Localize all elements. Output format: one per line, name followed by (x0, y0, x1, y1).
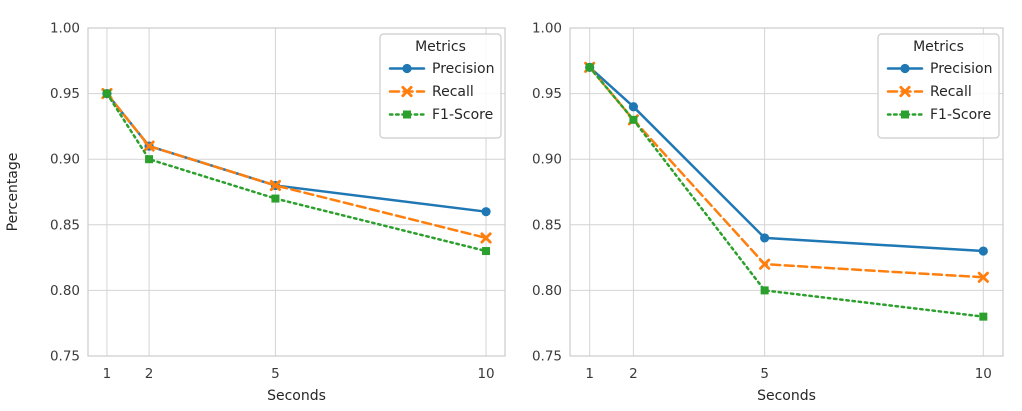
series-line-f1-score (588, 66, 985, 318)
x-axis-tick-label: 1 (103, 366, 112, 382)
y-axis-tick-label: 0.95 (532, 86, 562, 102)
y-axis-tick-label: 0.90 (532, 152, 562, 168)
line-chart-right: 0.75 0.80 0.85 0.90 0.95 1.00 1 2 5 10 Seconds Metr… (532, 21, 1004, 404)
x-axis-title: Seconds (267, 388, 326, 404)
series-f1-score (585, 63, 988, 321)
chart-panel-right: 0.75 0.80 0.85 0.90 0.95 1.00 1 2 5 10 Seconds Metr… (511, 0, 1022, 411)
y-axis-tick-label: 0.95 (50, 86, 80, 102)
marker-f1-score (271, 194, 280, 203)
marker-f1-score (482, 247, 491, 256)
marker-recall (480, 232, 492, 244)
marker-f1-score (760, 286, 769, 295)
legend-marker-f1-score (901, 110, 909, 119)
y-axis-tick-label: 0.75 (50, 349, 80, 365)
legend-title: Metrics (415, 39, 466, 55)
legend-item-label: F1-Score (432, 107, 493, 123)
marker-precision (481, 207, 491, 217)
legend-marker-f1-score (403, 110, 411, 119)
marker-recall (143, 140, 155, 152)
marker-recall (269, 179, 282, 192)
x-axis-tick-label: 5 (760, 366, 769, 382)
plot-frame (569, 27, 1004, 357)
y-axis-tick-label: 0.80 (50, 283, 80, 299)
x-axis-tick-label: 2 (145, 366, 154, 382)
y-axis-tick-label: 0.85 (532, 217, 562, 233)
legend-item-precision: Precision (388, 61, 494, 77)
marker-recall (759, 258, 771, 270)
marker-precision (628, 102, 639, 112)
x-axis-tick-label: 10 (975, 366, 992, 382)
legend-marker-precision (900, 63, 910, 74)
chart-panel-left: 0.75 0.80 0.85 0.90 0.95 1.00 1 2 5 10 Seconds Perc… (5, 21, 506, 404)
y-axis-tick-label: 0.75 (532, 349, 562, 365)
legend-item-f1-score: F1-Score (886, 107, 991, 123)
y-axis-tick-label: 0.80 (532, 283, 562, 299)
line-chart-left: 0.75 0.80 0.85 0.90 0.95 1.00 1 2 5 10 Seconds Perc… (5, 21, 506, 404)
marker-f1-score (102, 89, 111, 98)
marker-f1-score (585, 63, 594, 72)
marker-precision (978, 246, 988, 256)
y-axis-tick-label: 1.00 (50, 21, 80, 37)
series-precision (585, 62, 988, 256)
legend-marker-recall (899, 85, 911, 98)
legend-item-recall: Recall (886, 84, 972, 100)
y-axis-tick-label: 0.90 (50, 152, 80, 168)
marker-f1-score (629, 115, 638, 124)
legend-item-label: F1-Score (930, 107, 991, 123)
legend-item-label: Recall (930, 84, 972, 100)
legend-item-label: Precision (432, 61, 494, 77)
series-line-recall (105, 92, 488, 240)
legend-item-precision: Precision (886, 61, 992, 77)
plot-frame (87, 27, 506, 357)
y-axis-tick-label: 1.00 (532, 21, 562, 37)
legend: Metrics Precision Recall F1-Score (877, 33, 1000, 139)
x-axis-tick-label: 1 (585, 366, 594, 382)
marker-precision (760, 233, 770, 243)
legend: Metrics Precision Recall F1-Score (379, 33, 502, 139)
marker-recall (977, 271, 989, 283)
series-f1-score (102, 89, 491, 256)
x-axis-title: Seconds (757, 388, 816, 404)
x-axis-tick-label: 2 (629, 366, 638, 382)
marker-f1-score (145, 155, 154, 164)
marker-f1-score (979, 312, 988, 321)
legend-item-recall: Recall (388, 84, 474, 100)
x-axis-tick-label: 10 (477, 366, 494, 382)
y-axis-title: Percentage (5, 153, 21, 232)
series-line-precision (588, 66, 985, 253)
legend-item-f1-score: F1-Score (388, 107, 493, 123)
x-axis-tick-label: 5 (271, 366, 280, 382)
legend-item-label: Precision (930, 61, 992, 77)
series-line-f1-score (105, 92, 488, 253)
y-axis-tick-label: 0.85 (50, 217, 80, 233)
legend-marker-recall (401, 85, 413, 98)
legend-title: Metrics (913, 39, 964, 55)
legend-marker-precision (402, 63, 412, 74)
legend-item-label: Recall (432, 84, 474, 100)
